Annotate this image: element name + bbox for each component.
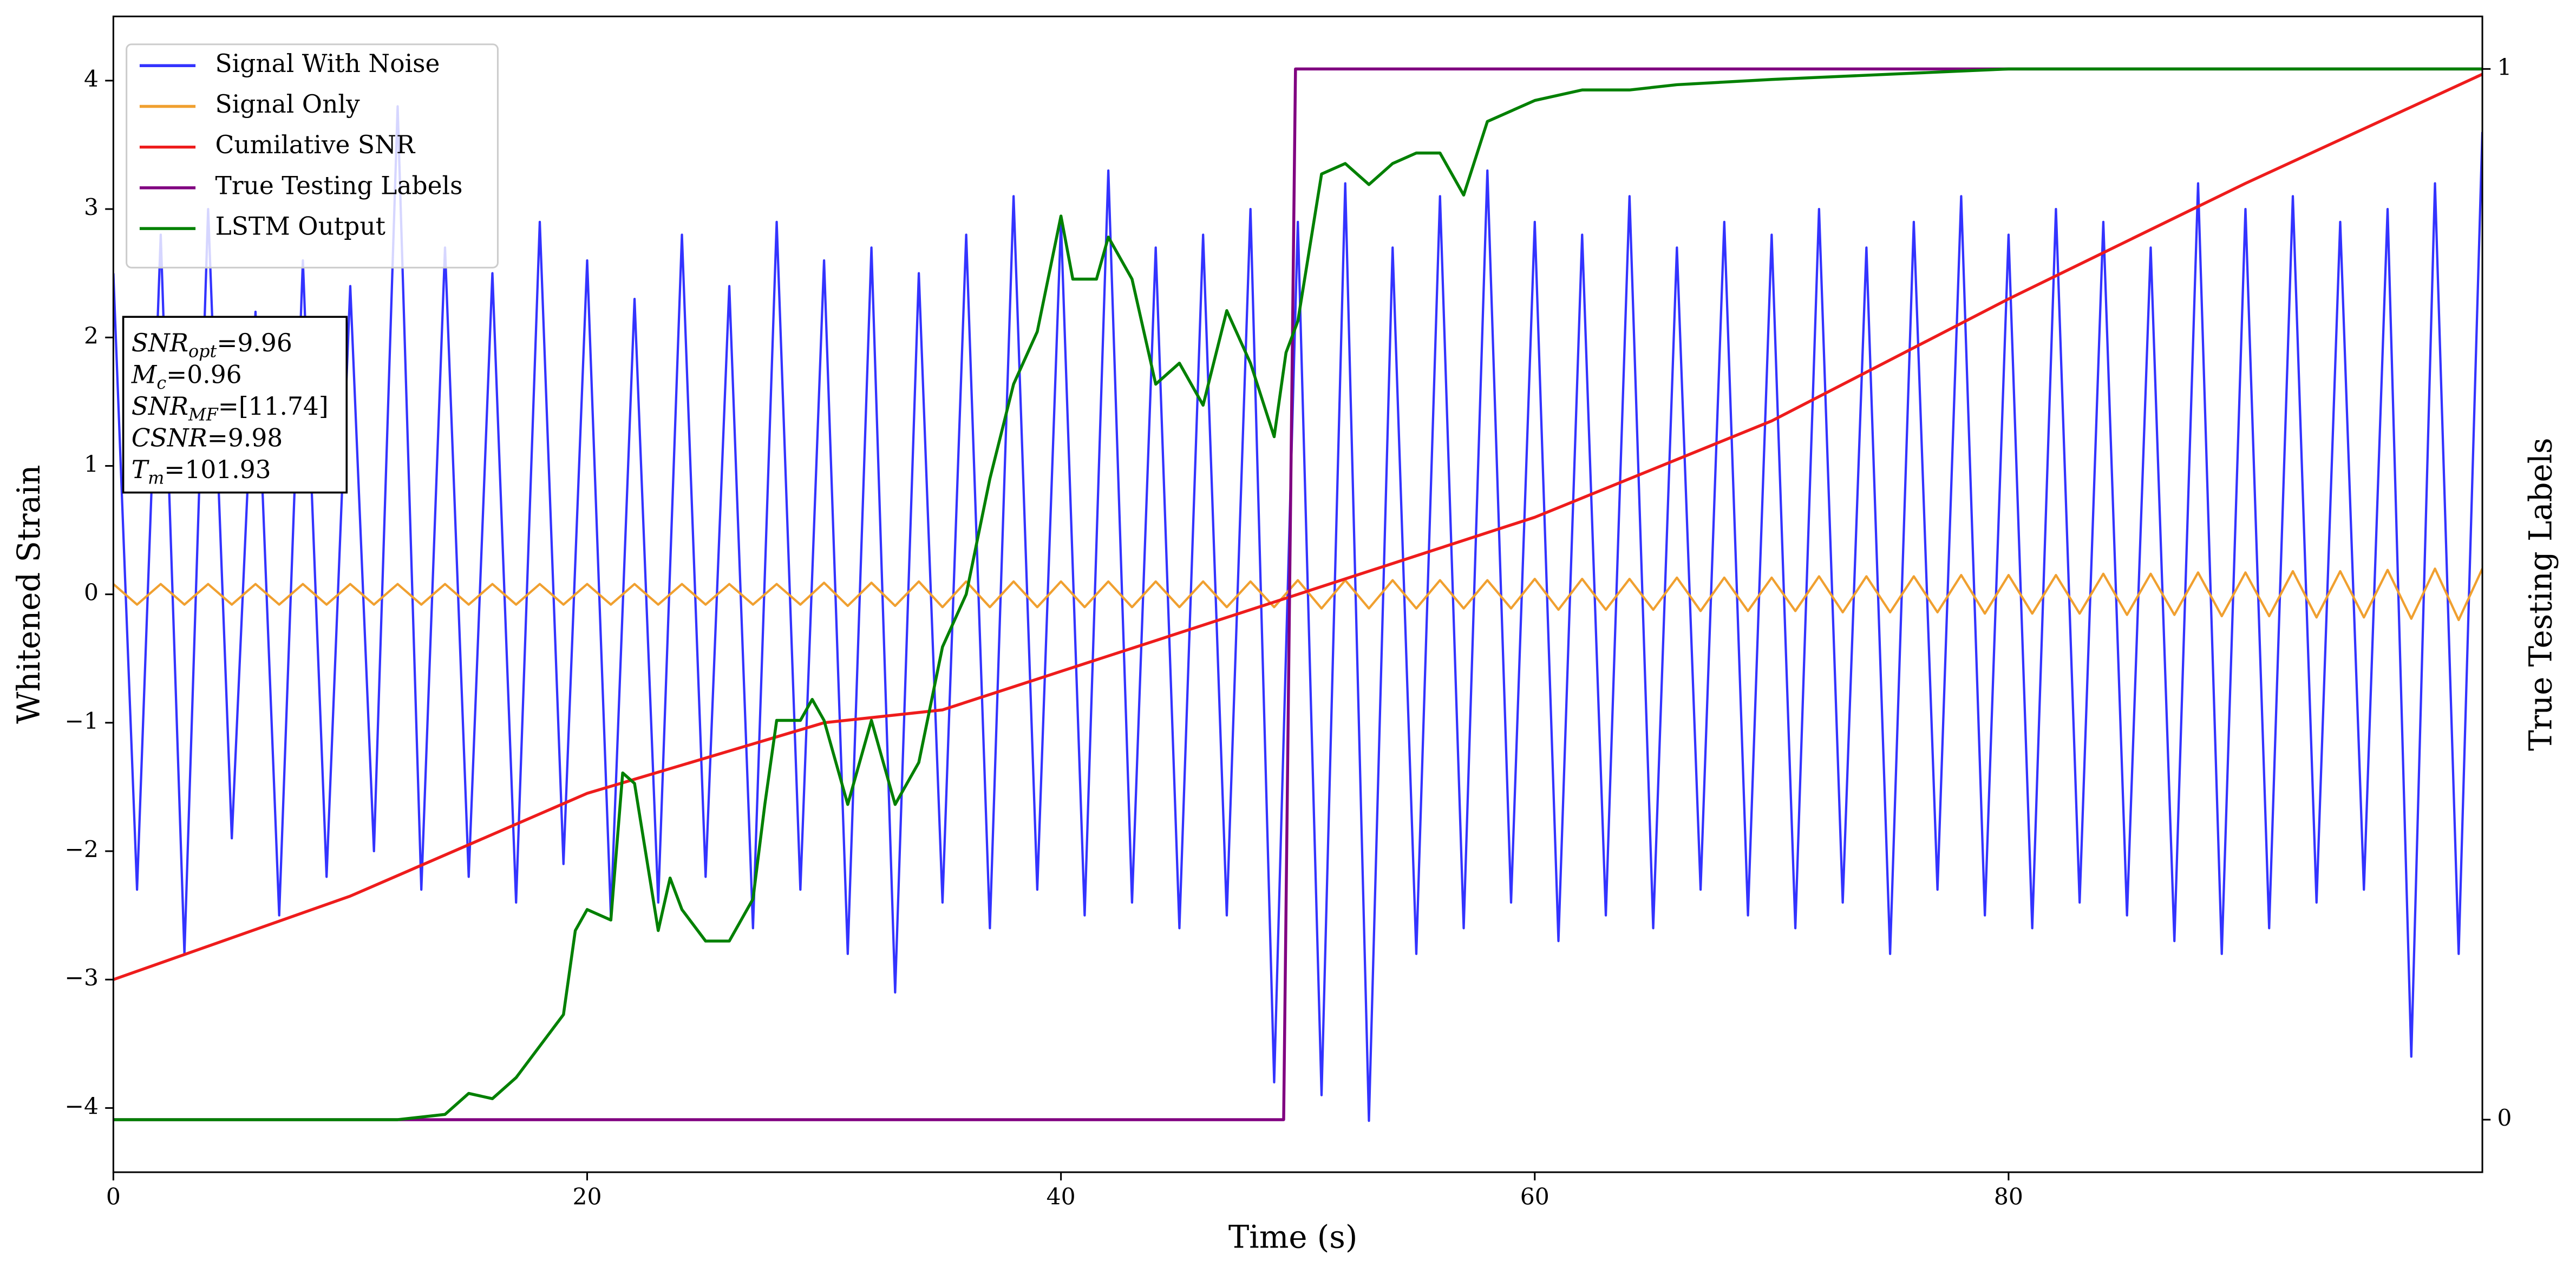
y-tick-label: 3 — [84, 194, 99, 221]
annotation-rest: =[11.74] — [218, 392, 329, 421]
annotation-text: CSNR=9.98 — [132, 423, 283, 452]
y-tick-label: −2 — [64, 837, 99, 863]
annotation-text: SNRopt=9.96 — [132, 329, 292, 362]
annotation-sub: m — [148, 468, 164, 488]
series-line — [113, 67, 2483, 1121]
x-tick-label: 80 — [1994, 1184, 2023, 1211]
y-tick-label: −1 — [64, 708, 99, 735]
y-tick-label: 2 — [84, 323, 99, 349]
plot-frame — [112, 15, 2483, 1173]
legend-label: Cumilative SNR — [215, 130, 416, 159]
annotation-main: M — [131, 360, 158, 389]
legend-label: True Testing Labels — [215, 171, 463, 200]
x-axis-label: Time (s) — [1228, 1219, 1358, 1256]
y2-tick-label: 1 — [2497, 54, 2512, 81]
annotation-rest: =9.96 — [217, 329, 292, 357]
annotation-text: Tm=101.93 — [132, 455, 271, 488]
y2-tick-label: 0 — [2497, 1105, 2512, 1132]
y2-axis-label: True Testing Labels — [2522, 437, 2559, 750]
legend-label: Signal With Noise — [215, 49, 440, 78]
series-line — [113, 567, 2483, 622]
y-axis-label: Whitened Strain — [11, 465, 47, 723]
series-line — [113, 73, 2483, 981]
annotation-sub: c — [156, 373, 166, 393]
annotation-main: T — [132, 455, 150, 484]
legend-label: Signal Only — [215, 90, 360, 119]
legend: Signal With Noise Signal Only Cumilative S… — [126, 43, 499, 269]
x-tick-label: 20 — [572, 1184, 601, 1211]
x-tick-label: 60 — [1520, 1184, 1549, 1211]
annotation-main: SNR — [132, 392, 188, 421]
annotation-frame — [122, 316, 348, 494]
x-tick-label: 0 — [106, 1184, 121, 1211]
y-tick-label: 0 — [84, 580, 99, 606]
annotation-rest: =9.98 — [207, 423, 283, 452]
y-tick-label: −3 — [64, 965, 99, 991]
annotation-main: SNR — [132, 329, 188, 357]
series-line — [113, 105, 2483, 1122]
legend-box — [126, 43, 499, 269]
annotation-box: SNRopt=9.96Mc=0.96SNRMF=[11.74]CSNR=9.98… — [122, 316, 348, 494]
annotation-text: SNRMF=[11.74] — [132, 392, 329, 425]
annotation-text: Mc=0.96 — [131, 360, 242, 393]
legend-label: LSTM Output — [215, 212, 385, 241]
series-line — [113, 67, 2483, 1121]
annotation-rest: =0.96 — [166, 360, 241, 389]
annotation-main: CSNR — [132, 423, 207, 452]
annotation-sub: MF — [188, 404, 219, 425]
annotation-sub: opt — [188, 341, 217, 362]
x-tick-label: 40 — [1047, 1184, 1076, 1211]
annotation-rest: =101.93 — [164, 455, 271, 484]
y-tick-label: 4 — [84, 66, 99, 93]
y-tick-label: 1 — [84, 451, 99, 478]
y-tick-label: −4 — [64, 1093, 99, 1120]
